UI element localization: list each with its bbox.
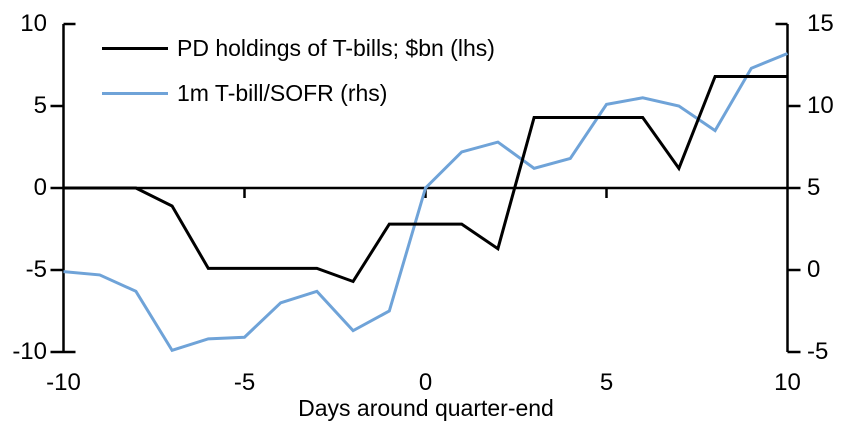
series-line-tbill-sofr (63, 52, 789, 353)
left-axis-tick-label: 10 (20, 10, 47, 37)
x-axis-tick-label: -10 (46, 369, 81, 396)
legend-label-tbill-sofr: 1m T-bill/SOFR (rhs) (177, 79, 388, 106)
x-axis-tick-label: 10 (774, 369, 801, 396)
series-line-pd-holdings (63, 74, 788, 284)
x-axis-tick-label: -5 (233, 369, 256, 396)
left-axis-tick-label: -10 (12, 338, 47, 365)
right-axis-tick-label: 5 (807, 174, 821, 201)
legend-label-pd-holdings: PD holdings of T-bills; $bn (lhs) (177, 34, 495, 61)
legend-item-pd-holdings: PD holdings of T-bills; $bn (lhs) (102, 36, 495, 60)
legend-item-tbill-sofr: 1m T-bill/SOFR (rhs) (102, 81, 387, 105)
right-axis-tick-label: 10 (807, 92, 834, 119)
legend-swatch-line-blue (102, 91, 168, 95)
x-axis-tick-label: 5 (599, 369, 614, 396)
right-axis-tick-label: -5 (807, 338, 829, 365)
legend-swatch-line-black (102, 46, 168, 50)
x-axis-title: Days around quarter-end (298, 395, 554, 421)
left-axis-tick-label: 0 (33, 174, 47, 201)
left-axis-tick-label: 5 (33, 92, 47, 119)
left-axis-tick-label: -5 (25, 256, 47, 283)
right-axis-tick-label: 0 (807, 256, 821, 283)
right-axis-tick-label: 15 (807, 10, 834, 37)
x-axis-tick-label: 0 (418, 369, 433, 396)
